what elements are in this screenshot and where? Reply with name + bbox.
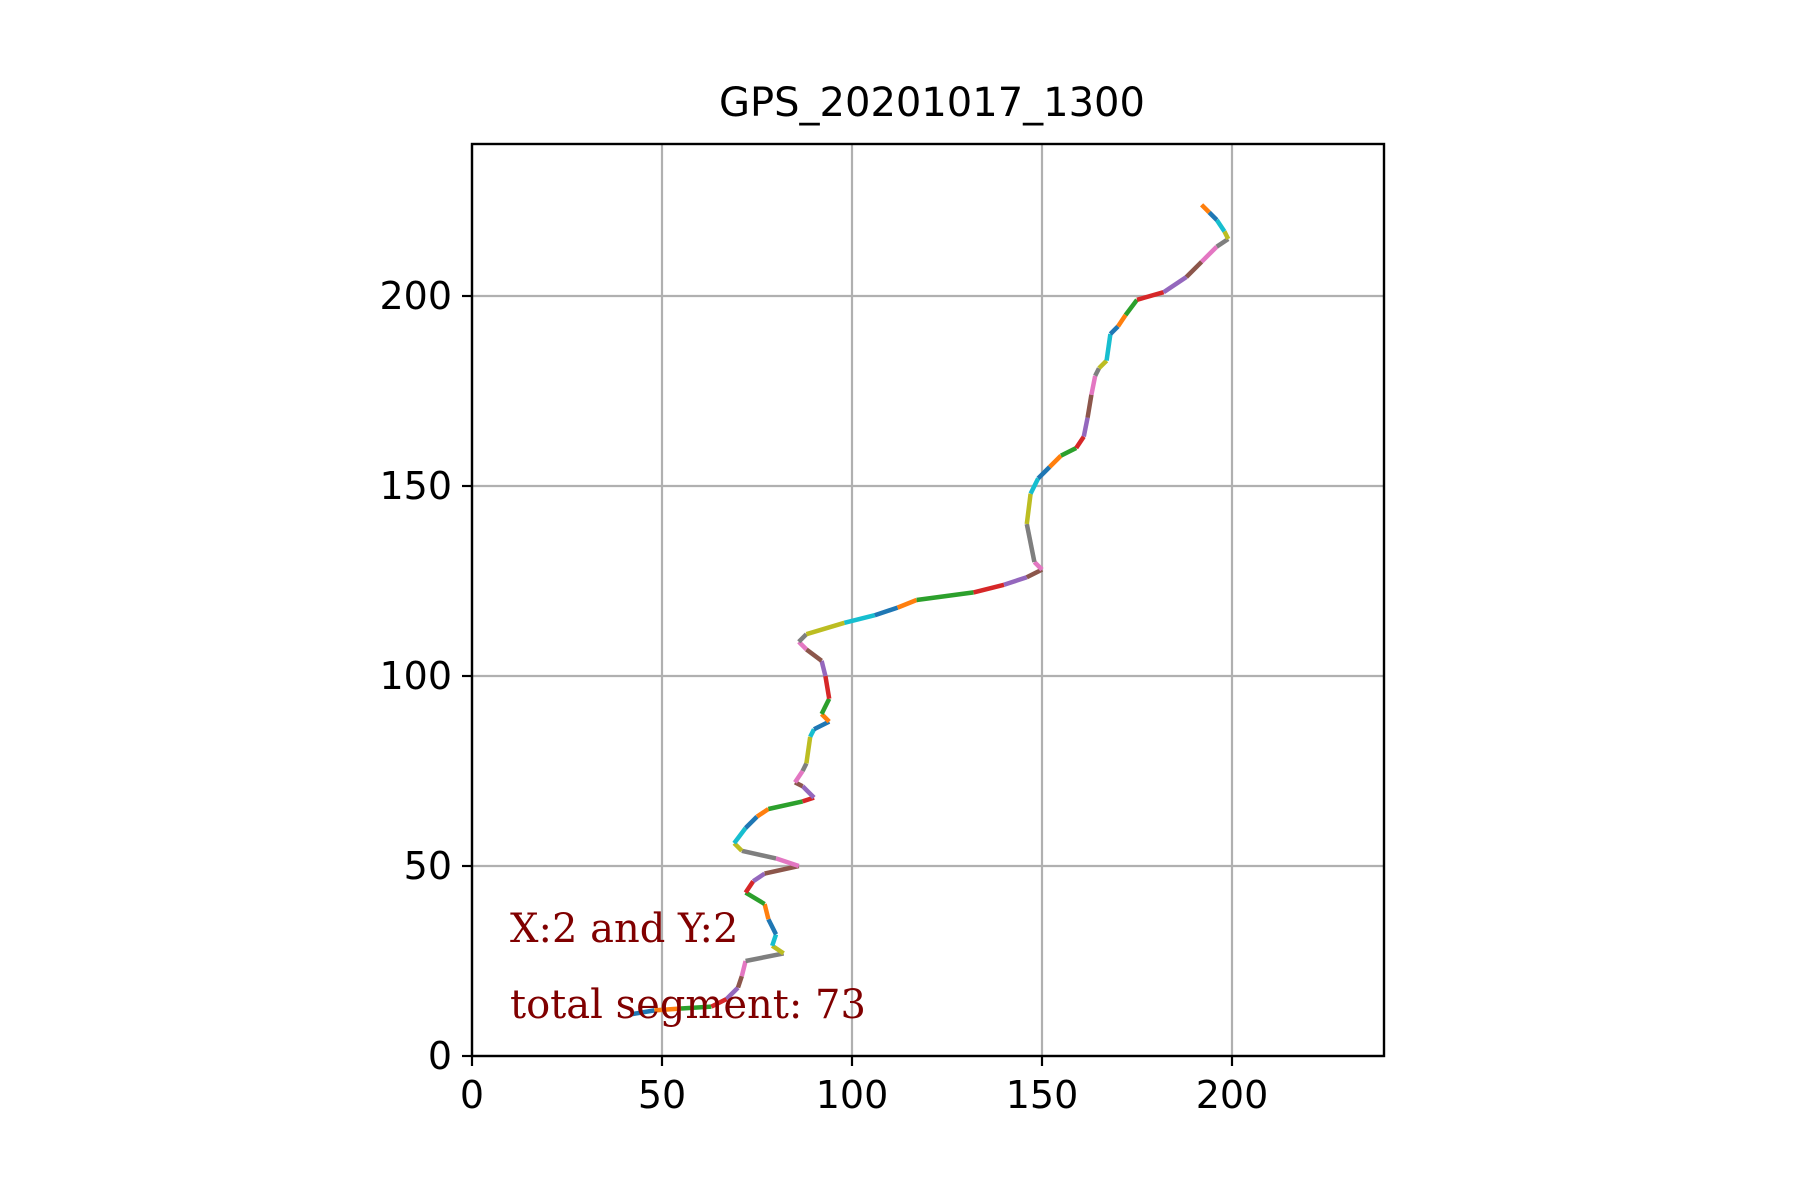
track-segment [1116,313,1128,328]
track-segment [1048,454,1063,469]
track-segment [843,613,876,625]
track-segment [680,1004,712,1011]
track-segment [631,1008,655,1017]
track-segment [732,826,748,845]
track-segment [1184,260,1204,279]
track-segment [1028,477,1041,495]
track-segment [801,784,816,800]
track-segment [793,769,805,784]
track-segment [770,933,779,947]
track-segment [896,597,918,610]
y-tick-label: 0 [428,1034,452,1078]
track-segment [654,1006,682,1013]
track-segment [1036,465,1052,480]
track-segment [1024,493,1033,525]
annotation-text: total segment: 73 [510,982,866,1028]
track-segment [1200,203,1211,214]
track-segment [770,943,785,956]
track-segment [751,871,766,884]
track-segment [710,996,728,1009]
track-segment [745,951,785,964]
track-segment [1136,290,1165,302]
track-segment [805,647,823,663]
track-segment [732,841,744,853]
y-tick-label: 150 [379,464,452,508]
annotation-text: X:2 and Y:2 [510,906,738,952]
chart-title: GPS_20201017_1300 [719,80,1145,126]
x-tick-label: 150 [1006,1073,1079,1117]
track-segment [744,890,766,906]
axis-ticks: 0 50 100 150 200 0 50 100 150 200 [379,274,1268,1117]
gps-track [631,203,1231,1017]
track-segment [764,863,800,876]
track-segment [1032,560,1044,572]
track-segment [743,879,756,894]
track-segment [1215,237,1230,249]
track-segment [820,712,831,724]
annotations: X:2 and Y:2 total segment: 73 [510,906,866,1028]
x-tick-label: 200 [1196,1073,1269,1117]
track-segment [741,848,777,861]
track-segment [823,675,832,700]
x-tick-label: 0 [460,1073,484,1117]
track-segment [1097,359,1109,370]
track-segment [775,856,800,869]
track-segment [1025,567,1044,580]
track-segment [1162,275,1188,295]
track-segment [1200,245,1219,264]
x-tick-label: 100 [816,1073,889,1117]
track-segment [744,815,759,830]
track-segment [725,986,740,1001]
track-segment [1214,218,1227,233]
track-segment [1089,375,1098,396]
track-segment [874,605,899,618]
track-segment [1074,435,1086,450]
track-segment [1093,367,1102,377]
track-segment [973,582,1005,595]
track-segment [1059,445,1078,458]
track-segment [739,960,748,977]
track-segment [1108,324,1120,336]
track-segment [797,632,808,644]
track-segment [819,660,828,677]
track-segment [762,903,771,920]
track-segment [800,762,809,773]
track-segment [1104,333,1113,361]
track-segment [1024,523,1037,563]
plot-frame [470,142,1386,1058]
track-segment [755,807,770,819]
track-segment [1123,298,1139,317]
track-segment [1207,210,1219,222]
y-tick-label: 100 [379,654,452,698]
x-tick-label: 50 [638,1073,686,1117]
track-segment [812,719,831,732]
track-segment [1081,417,1090,438]
track-segment [1003,575,1028,587]
track-segment [804,736,813,764]
y-tick-label: 200 [379,274,452,318]
track-segment [805,620,846,637]
track-segment [1085,394,1094,418]
track-segment [767,799,804,812]
track-segment [766,918,779,936]
track-segment [819,697,832,716]
y-tick-label: 50 [404,844,452,888]
track-segment [735,975,744,989]
track-segment [1222,230,1231,241]
track-segment [916,590,974,603]
track-segment [808,728,817,738]
